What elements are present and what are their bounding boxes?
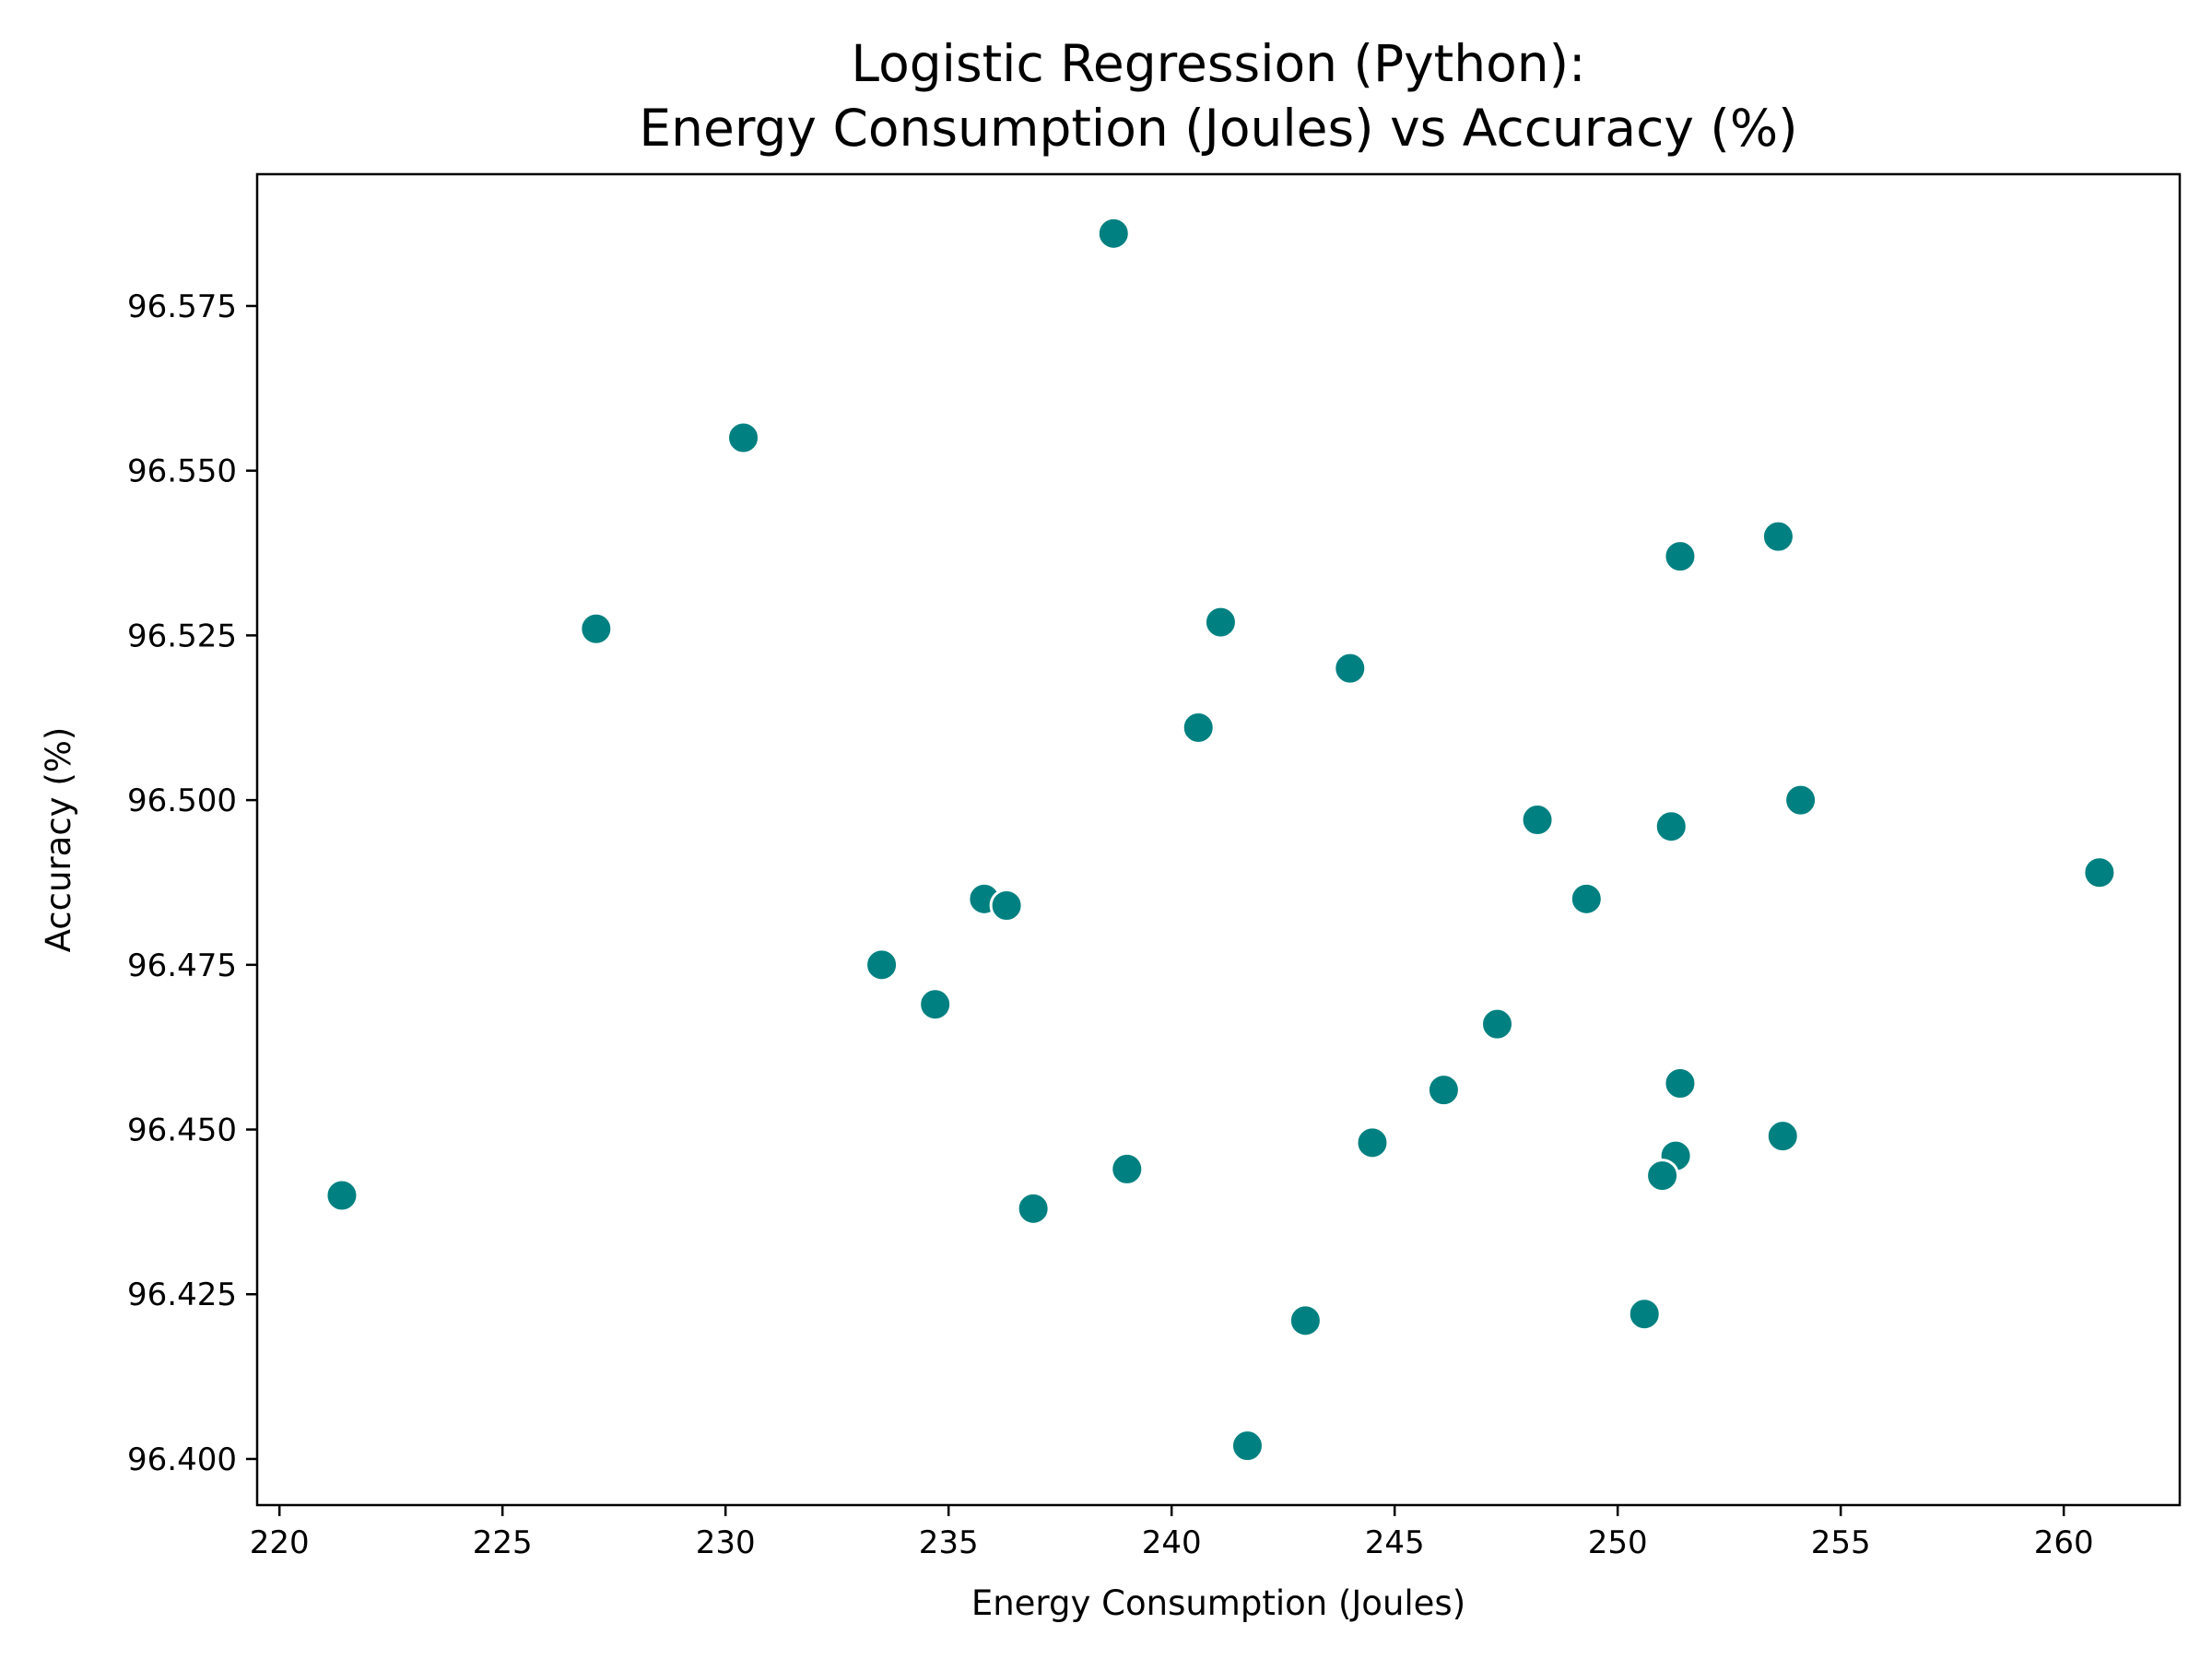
- data-point: [324, 1178, 359, 1213]
- x-axis-label: Energy Consumption (Joules): [971, 1583, 1465, 1623]
- data-points: [324, 216, 2117, 1464]
- data-point: [1645, 1159, 1680, 1194]
- y-tick-label: 96.400: [127, 1441, 237, 1478]
- x-tick-label: 245: [1365, 1524, 1425, 1561]
- x-tick-label: 225: [473, 1524, 533, 1561]
- x-tick-label: 220: [250, 1524, 310, 1561]
- data-point: [865, 947, 900, 982]
- data-point: [1520, 803, 1555, 838]
- plot-area-frame: [255, 172, 2182, 1507]
- y-axis-ticks: 96.400 96.425 96.450 96.475 96.500 96.525 96.5…: [127, 288, 257, 1478]
- chart-title: Logistic Regression (Python):: [851, 34, 1585, 93]
- data-point: [1203, 605, 1238, 640]
- x-tick-label: 240: [1142, 1524, 1202, 1561]
- y-tick-label: 96.575: [127, 288, 237, 325]
- y-tick-label: 96.475: [127, 947, 237, 984]
- data-point: [1181, 710, 1216, 745]
- data-point: [989, 888, 1024, 923]
- data-point: [579, 611, 614, 646]
- x-tick-label: 260: [2034, 1524, 2094, 1561]
- x-tick-label: 250: [1588, 1524, 1648, 1561]
- chart-subtitle: Energy Consumption (Joules) vs Accuracy …: [639, 99, 1797, 158]
- data-point: [1765, 1119, 1800, 1154]
- data-point: [1760, 519, 1795, 554]
- y-tick-label: 96.525: [127, 618, 237, 654]
- data-point: [726, 420, 761, 455]
- data-point: [1663, 1065, 1698, 1100]
- data-point: [1096, 216, 1131, 251]
- data-point: [1627, 1297, 1662, 1332]
- y-tick-label: 96.450: [127, 1112, 237, 1149]
- x-tick-label: 255: [1811, 1524, 1871, 1561]
- data-point: [1110, 1151, 1145, 1186]
- data-point: [1355, 1125, 1390, 1160]
- data-point: [1783, 782, 1818, 818]
- data-point: [1479, 1006, 1514, 1041]
- y-tick-label: 96.550: [127, 453, 237, 490]
- data-point: [1426, 1073, 1461, 1108]
- data-point: [1569, 881, 1604, 916]
- data-point: [1016, 1191, 1051, 1226]
- y-tick-label: 96.500: [127, 782, 237, 819]
- x-tick-label: 235: [919, 1524, 979, 1561]
- data-point: [1663, 539, 1698, 574]
- y-tick-label: 96.425: [127, 1277, 237, 1313]
- data-point: [1230, 1429, 1265, 1464]
- data-point: [2082, 855, 2117, 890]
- data-point: [918, 987, 953, 1022]
- y-axis-label: Accuracy (%): [39, 727, 78, 953]
- data-point: [1653, 809, 1688, 844]
- x-axis-ticks: 220 225 230 235 240 245 250 255 260: [250, 1505, 2094, 1561]
- data-point: [1333, 651, 1368, 686]
- x-tick-label: 230: [696, 1524, 756, 1561]
- data-point: [1288, 1303, 1323, 1338]
